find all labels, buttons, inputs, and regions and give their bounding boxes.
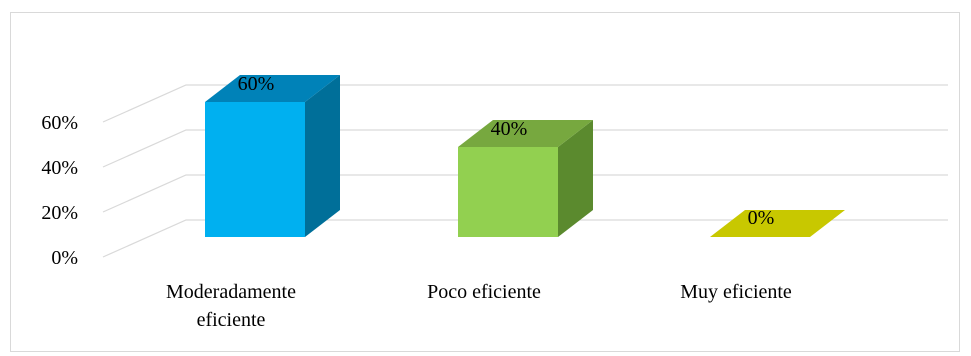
y-tick-label: 60% [41, 112, 78, 134]
bars [205, 75, 845, 237]
gridlines [102, 84, 948, 258]
bar-side [305, 75, 340, 237]
category-label: Moderadamente eficiente [166, 281, 296, 331]
x-axis-categories: Moderadamente eficiente Poco eficiente Muy … [166, 281, 792, 331]
data-label: 0% [748, 207, 775, 229]
gridline [102, 129, 948, 168]
data-label: 40% [491, 118, 528, 140]
y-tick-label: 20% [41, 202, 78, 224]
data-label: 60% [238, 73, 275, 95]
bar-top [205, 75, 340, 102]
gridline [102, 219, 948, 258]
bar-top [710, 210, 845, 237]
category-label: Muy eficiente [680, 281, 792, 303]
data-labels: 60% 40% 0% [238, 73, 775, 229]
category-label: Poco eficiente [427, 281, 541, 303]
bar [710, 210, 845, 237]
bar-front [205, 102, 305, 237]
y-tick-label: 40% [41, 157, 78, 179]
bar-top [458, 120, 593, 147]
y-tick-label: 0% [51, 247, 78, 269]
y-axis-ticks: 0% 20% 40% 60% [41, 112, 78, 269]
bar-side [558, 120, 593, 237]
bar [458, 120, 593, 237]
bar [205, 75, 340, 237]
gridline [102, 174, 948, 213]
bar-front [458, 147, 558, 237]
gridline [102, 84, 948, 123]
